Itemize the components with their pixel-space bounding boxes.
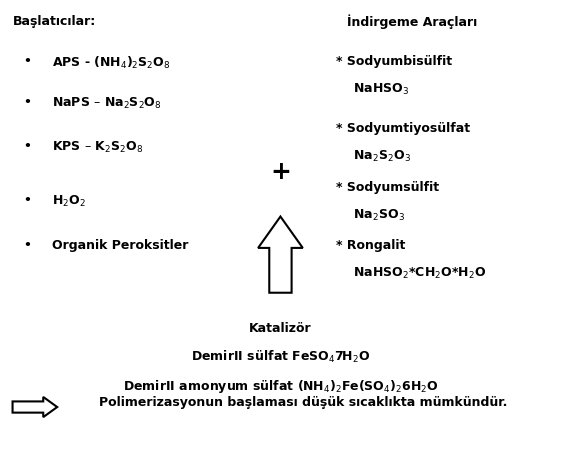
Text: +: + — [270, 160, 291, 184]
Text: DemirII sülfat FeSO$_4$7H$_2$O: DemirII sülfat FeSO$_4$7H$_2$O — [191, 349, 370, 365]
Polygon shape — [258, 216, 303, 293]
Text: •: • — [24, 239, 32, 252]
Text: KPS – K$_2$S$_2$O$_8$: KPS – K$_2$S$_2$O$_8$ — [52, 140, 143, 156]
Text: DemirII amonyum sülfat (NH$_4$)$_2$Fe(SO$_4$)$_2$6H$_2$O: DemirII amonyum sülfat (NH$_4$)$_2$Fe(SO… — [122, 378, 438, 395]
Text: •: • — [24, 140, 32, 153]
Text: * Rongalit: * Rongalit — [336, 239, 406, 252]
Text: APS - (NH$_4$)$_2$S$_2$O$_8$: APS - (NH$_4$)$_2$S$_2$O$_8$ — [52, 55, 170, 71]
Text: Katalizör: Katalizör — [249, 322, 312, 335]
Text: * Sodyumtiyosülfat: * Sodyumtiyosülfat — [336, 122, 470, 135]
Text: İndirgeme Araçları: İndirgeme Araçları — [347, 15, 478, 29]
Text: NaHSO$_2$*CH$_2$O*H$_2$O: NaHSO$_2$*CH$_2$O*H$_2$O — [336, 266, 487, 281]
Text: NaHSO$_3$: NaHSO$_3$ — [336, 82, 409, 97]
Text: * Sodyumsülfit: * Sodyumsülfit — [336, 181, 439, 193]
Polygon shape — [12, 397, 57, 417]
Text: Organik Peroksitler: Organik Peroksitler — [52, 239, 188, 252]
Text: NaPS – Na$_2$S$_2$O$_8$: NaPS – Na$_2$S$_2$O$_8$ — [52, 96, 161, 110]
Text: Na$_2$SO$_3$: Na$_2$SO$_3$ — [336, 207, 405, 223]
Text: H$_2$O$_2$: H$_2$O$_2$ — [52, 194, 86, 209]
Text: Na$_2$S$_2$O$_3$: Na$_2$S$_2$O$_3$ — [336, 149, 411, 165]
Text: •: • — [24, 194, 32, 207]
Text: * Sodyumbisülfit: * Sodyumbisülfit — [336, 55, 452, 68]
Text: Başlatıcılar:: Başlatıcılar: — [12, 15, 96, 28]
Text: Polimerizasyonun başlaması düşük sıcaklıkta mümkündür.: Polimerizasyonun başlaması düşük sıcaklı… — [99, 396, 507, 409]
Text: •: • — [24, 55, 32, 68]
Text: •: • — [24, 96, 32, 109]
